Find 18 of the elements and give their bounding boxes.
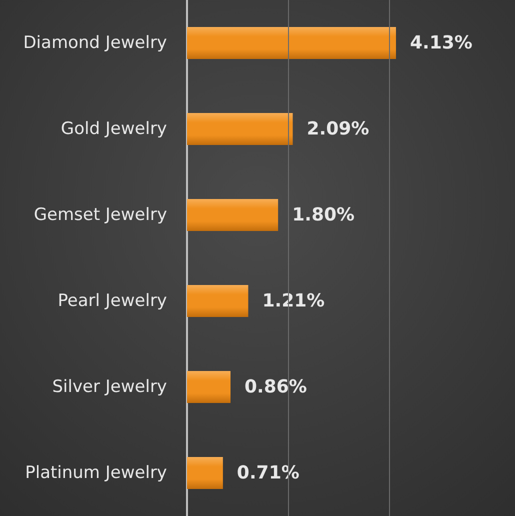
data-label: 4.13% (410, 32, 472, 54)
data-label: 1.80% (292, 204, 355, 226)
y-tick-label: Pearl Jewelry (58, 291, 167, 311)
data-label: 2.09% (306, 118, 370, 140)
bar (187, 285, 248, 317)
bar (187, 27, 396, 59)
bar (187, 113, 293, 145)
bar (187, 371, 231, 403)
data-label: 1.21% (262, 290, 325, 312)
bar (187, 199, 278, 231)
y-tick-label: Silver Jewelry (52, 377, 167, 397)
y-tick-label: Gemset Jewelry (34, 205, 167, 225)
data-label: 0.71% (236, 462, 300, 484)
y-tick-label: Gold Jewelry (60, 119, 167, 139)
y-tick-label: Platinum Jewelry (25, 463, 167, 483)
bar (187, 457, 223, 489)
y-tick-label: Diamond Jewelry (23, 33, 167, 53)
data-label: 0.86% (244, 376, 307, 398)
